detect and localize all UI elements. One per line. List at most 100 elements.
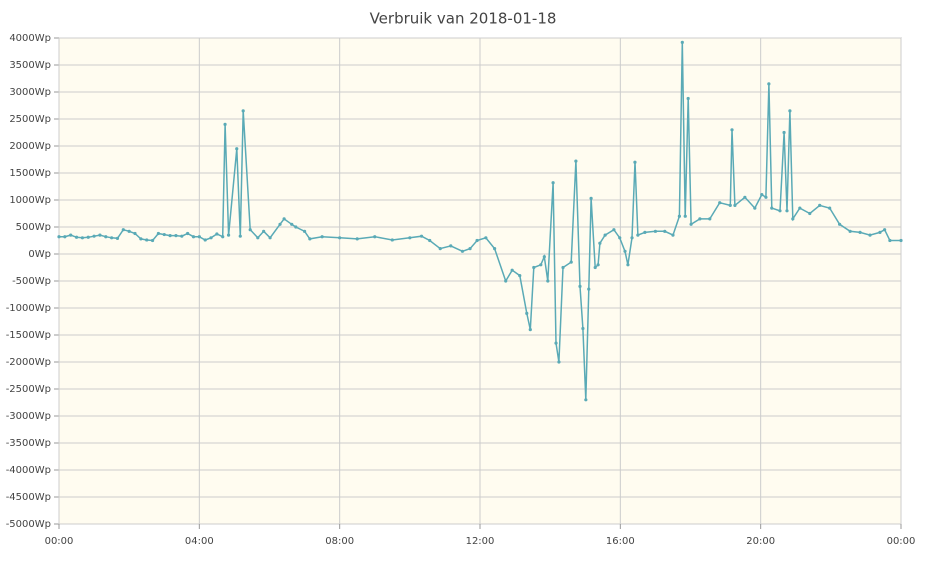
point	[760, 193, 764, 197]
point	[215, 232, 219, 236]
y-tick-label: -1500Wp	[6, 330, 51, 341]
y-tick-label: 3500Wp	[9, 60, 51, 71]
point	[858, 230, 862, 234]
point	[603, 233, 607, 237]
point	[728, 203, 732, 207]
chart-title: Verbruik van 2018-01-18	[370, 10, 557, 28]
point	[223, 122, 227, 126]
point	[598, 241, 602, 245]
point	[203, 238, 207, 242]
point	[888, 238, 892, 243]
y-tick-label: -5000Wp	[6, 519, 51, 530]
point	[680, 40, 684, 44]
point	[636, 233, 640, 237]
y-tick-label: -500Wp	[12, 276, 51, 287]
point	[282, 217, 286, 221]
point	[127, 229, 131, 233]
point	[708, 217, 712, 221]
point	[838, 222, 842, 226]
x-tick-label: 20:00	[746, 536, 775, 547]
point	[798, 206, 802, 210]
point	[302, 229, 307, 233]
y-tick-label: 0Wp	[28, 249, 51, 260]
point	[438, 247, 442, 251]
y-tick-label: 1500Wp	[9, 168, 51, 179]
point	[308, 237, 312, 241]
point	[186, 231, 190, 236]
point	[578, 284, 582, 288]
point	[408, 236, 412, 240]
point	[248, 228, 252, 232]
point	[753, 206, 757, 210]
point	[626, 263, 630, 267]
y-tick-label: 500Wp	[16, 222, 51, 233]
point	[883, 228, 887, 232]
x-tick-label: 12:00	[466, 536, 495, 547]
point	[596, 263, 600, 267]
point	[561, 265, 565, 270]
point	[733, 203, 737, 207]
point	[268, 236, 272, 240]
point	[686, 96, 690, 101]
point	[808, 211, 812, 216]
point	[689, 222, 693, 226]
point	[133, 231, 137, 236]
point	[468, 247, 472, 251]
point	[618, 236, 622, 240]
point	[262, 229, 266, 233]
y-tick-label: 2000Wp	[9, 141, 51, 152]
point	[419, 234, 424, 238]
point	[355, 237, 359, 241]
point	[663, 229, 667, 233]
point	[581, 326, 585, 331]
point	[63, 235, 67, 239]
point	[557, 360, 561, 364]
point	[156, 231, 161, 236]
point	[460, 249, 465, 253]
point	[743, 195, 747, 199]
point	[899, 238, 903, 243]
point	[785, 209, 789, 213]
point	[139, 237, 143, 241]
point	[677, 214, 681, 218]
point	[241, 109, 245, 113]
x-tick-label: 16:00	[606, 536, 635, 547]
point	[551, 181, 555, 185]
point	[788, 109, 792, 113]
point	[86, 235, 90, 239]
point	[168, 234, 172, 238]
x-tick-label: 00:00	[887, 536, 916, 547]
x-tick-label: 00:00	[45, 536, 74, 547]
point	[235, 147, 239, 151]
y-tick-label: 3000Wp	[9, 87, 51, 98]
point	[554, 341, 558, 345]
point	[593, 265, 597, 270]
point	[150, 238, 155, 243]
point	[115, 236, 120, 240]
point	[730, 128, 734, 132]
point	[828, 206, 832, 210]
point	[104, 235, 108, 239]
point	[278, 222, 282, 226]
y-tick-label: -4500Wp	[6, 492, 51, 503]
point	[528, 328, 532, 332]
point	[294, 225, 298, 229]
point	[493, 247, 497, 251]
point	[320, 235, 324, 239]
point	[778, 209, 782, 213]
y-tick-label: -4000Wp	[6, 465, 51, 476]
point	[518, 274, 522, 278]
x-tick-label: 08:00	[325, 536, 354, 547]
point	[683, 214, 687, 218]
point	[633, 160, 637, 164]
point	[290, 222, 294, 226]
point	[256, 236, 260, 240]
point	[770, 206, 774, 210]
point	[623, 249, 627, 253]
y-tick-label: -2000Wp	[6, 357, 51, 368]
point	[653, 229, 658, 233]
point	[110, 236, 114, 240]
y-tick-label: -3000Wp	[6, 411, 51, 422]
point	[226, 233, 231, 237]
